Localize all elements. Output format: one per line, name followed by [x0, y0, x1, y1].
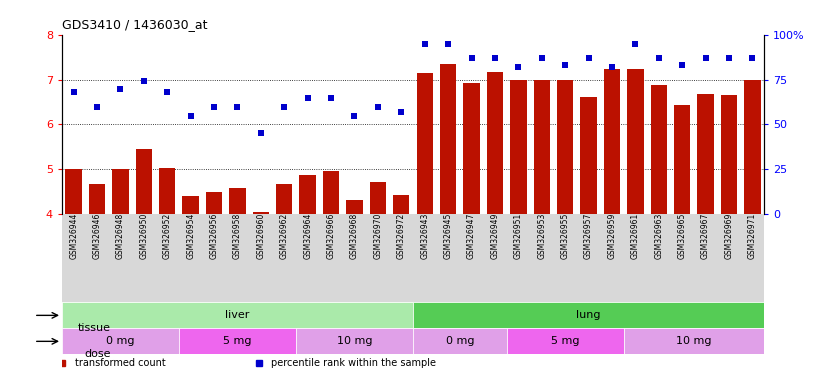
Bar [62, 302, 413, 328]
Text: 10 mg: 10 mg [676, 336, 711, 346]
Text: 0 mg: 0 mg [107, 336, 135, 346]
Bar [510, 80, 526, 214]
Bar [627, 69, 643, 214]
Point [137, 78, 150, 84]
Text: 0 mg: 0 mg [445, 336, 474, 346]
Bar [463, 83, 480, 214]
Text: lung: lung [577, 310, 601, 320]
Point [605, 64, 619, 70]
Bar [179, 328, 296, 354]
Point [207, 103, 221, 109]
Point [652, 55, 665, 61]
Point [629, 40, 642, 46]
Point [722, 55, 735, 61]
Bar [135, 149, 152, 214]
Text: GDS3410 / 1436030_at: GDS3410 / 1436030_at [62, 18, 207, 31]
Bar [89, 184, 105, 214]
Bar [557, 79, 573, 214]
Bar [697, 94, 714, 214]
Point [325, 94, 338, 101]
Bar [440, 64, 456, 214]
Bar [416, 73, 433, 214]
Point [395, 109, 408, 115]
Bar [581, 97, 596, 214]
Bar [346, 200, 363, 214]
Bar [206, 192, 222, 214]
Point [90, 103, 104, 109]
Bar [183, 195, 199, 214]
Point [301, 94, 314, 101]
Point [699, 55, 712, 61]
Point [535, 55, 548, 61]
Bar [323, 171, 339, 214]
Bar [534, 79, 550, 214]
Bar [300, 175, 316, 214]
Point [230, 103, 244, 109]
Point [184, 113, 197, 119]
Bar [296, 328, 413, 354]
Bar [65, 169, 82, 214]
Point [348, 113, 361, 119]
Text: 5 mg: 5 mg [223, 336, 252, 346]
Bar [159, 168, 175, 214]
Point [582, 55, 595, 61]
Text: 5 mg: 5 mg [551, 336, 579, 346]
Bar [413, 328, 506, 354]
Bar [253, 212, 269, 214]
Bar [651, 85, 667, 214]
Point [465, 55, 478, 61]
Bar [230, 188, 245, 214]
Bar [674, 105, 691, 214]
Text: liver: liver [225, 310, 249, 320]
Point [488, 55, 501, 61]
Point [441, 40, 454, 46]
Point [418, 40, 431, 46]
Text: dose: dose [84, 349, 111, 359]
Point [254, 131, 268, 137]
Bar [487, 72, 503, 214]
Bar [744, 79, 761, 214]
Bar [112, 169, 129, 214]
Text: tissue: tissue [78, 323, 111, 333]
Text: 10 mg: 10 mg [337, 336, 373, 346]
Bar [62, 328, 179, 354]
Bar [413, 302, 764, 328]
Point [558, 62, 572, 68]
Text: transformed count: transformed count [74, 358, 165, 368]
Point [511, 64, 525, 70]
Bar [721, 95, 737, 214]
Bar [604, 69, 620, 214]
Bar [276, 184, 292, 214]
Point [114, 86, 127, 92]
Point [278, 103, 291, 109]
Point [746, 55, 759, 61]
Point [67, 89, 80, 95]
Point [676, 62, 689, 68]
Bar [370, 182, 386, 214]
Text: percentile rank within the sample: percentile rank within the sample [271, 358, 436, 368]
Bar [624, 328, 764, 354]
Point [372, 103, 385, 109]
Bar [506, 328, 624, 354]
Point [160, 89, 173, 95]
Bar [393, 195, 410, 214]
